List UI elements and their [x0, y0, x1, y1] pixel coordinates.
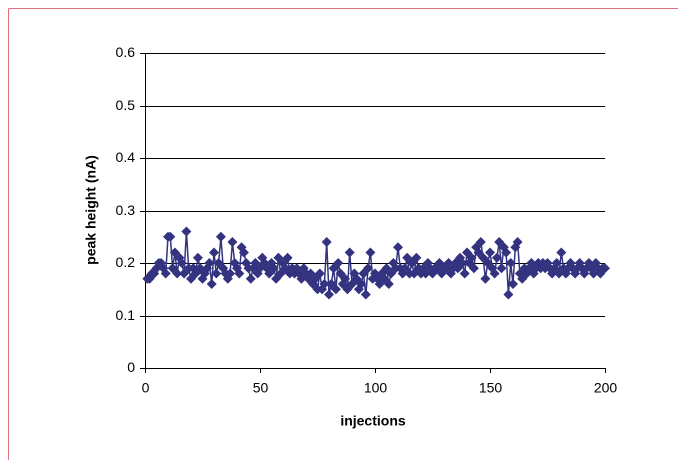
- marker: [501, 247, 512, 258]
- marker: [321, 237, 332, 247]
- marker: [344, 247, 355, 258]
- marker: [457, 258, 468, 268]
- y-tick-label: 0.1: [116, 307, 136, 323]
- marker: [211, 268, 222, 279]
- marker: [360, 289, 371, 300]
- marker: [365, 247, 376, 258]
- y-tick-label: 0.4: [116, 149, 136, 165]
- marker: [551, 258, 562, 268]
- marker: [181, 226, 192, 237]
- marker: [459, 268, 470, 279]
- marker: [204, 258, 215, 268]
- marker: [491, 252, 502, 263]
- marker: [496, 263, 507, 274]
- marker: [340, 273, 351, 284]
- marker: [508, 279, 518, 289]
- marker: [172, 268, 183, 279]
- marker: [356, 279, 367, 289]
- marker: [176, 258, 187, 268]
- marker: [319, 279, 330, 289]
- marker: [206, 279, 217, 289]
- marker: [215, 231, 226, 242]
- marker: [225, 268, 236, 279]
- y-axis-label: peak height (nA): [83, 155, 99, 265]
- marker: [475, 237, 486, 247]
- y-tick-label: 0.3: [116, 202, 136, 218]
- marker: [363, 263, 374, 274]
- marker: [512, 237, 523, 247]
- y-tick-label: 0: [127, 359, 135, 375]
- y-tick-label: 0.5: [116, 97, 136, 113]
- x-tick-label: 50: [253, 380, 269, 396]
- marker: [503, 289, 514, 300]
- marker: [314, 268, 325, 279]
- marker: [234, 268, 245, 279]
- marker: [600, 263, 610, 274]
- marker: [411, 252, 422, 263]
- marker: [330, 284, 341, 295]
- marker: [485, 247, 495, 258]
- marker: [489, 268, 500, 279]
- marker: [160, 268, 171, 279]
- x-tick-label: 100: [364, 380, 388, 396]
- marker: [238, 247, 249, 258]
- marker: [505, 258, 516, 268]
- marker: [268, 263, 279, 274]
- marker: [468, 263, 479, 274]
- y-tick-label: 0.6: [116, 44, 136, 60]
- marker: [324, 289, 334, 300]
- marker: [209, 247, 219, 258]
- marker: [466, 252, 477, 263]
- marker: [333, 258, 344, 268]
- marker: [556, 247, 567, 258]
- marker: [165, 231, 176, 242]
- x-tick-label: 150: [479, 380, 503, 396]
- marker: [192, 252, 203, 263]
- marker: [480, 273, 491, 284]
- marker: [227, 237, 238, 247]
- marker: [393, 242, 403, 253]
- x-tick-label: 200: [594, 380, 618, 396]
- y-tick-label: 0.2: [116, 254, 136, 270]
- marker: [245, 273, 256, 284]
- x-axis-label: injections: [340, 413, 406, 429]
- marker: [282, 252, 293, 263]
- marker: [383, 279, 394, 289]
- x-tick-label: 0: [142, 380, 150, 396]
